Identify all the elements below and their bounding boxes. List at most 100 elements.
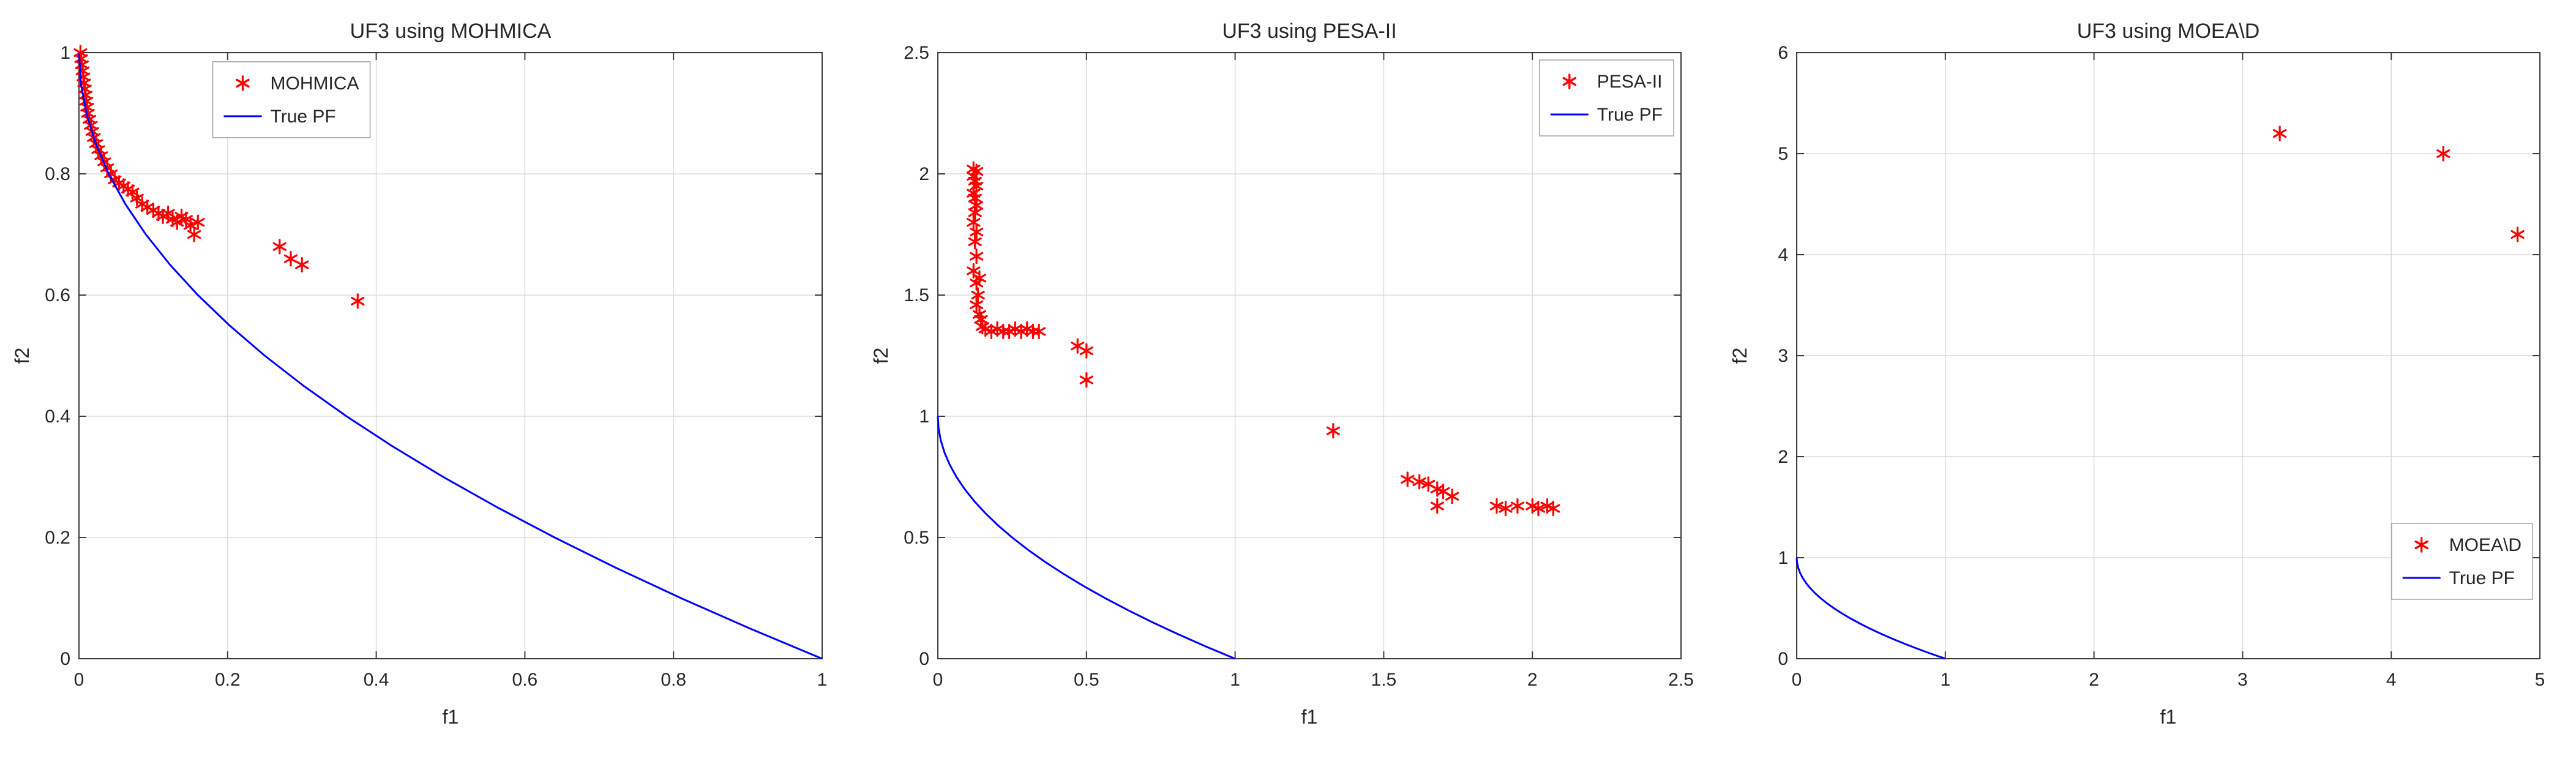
asterisk-marker [1562,73,1576,89]
x-tick-label: 1 [1230,670,1240,690]
x-axis-label: f1 [1301,706,1318,728]
plot-title: UF3 using MOHMICA [350,20,552,43]
y-tick-label: 2.5 [904,43,929,63]
chart-uf3-mohmica: 0 0.2 0.4 0.6 0.8 1 0 0.2 0.4 0.6 0.8 1 UF3 using MO… [0,0,858,764]
x-tick-label: 1.5 [1371,670,1397,690]
asterisk-marker [1436,484,1450,500]
y-tick-label: 0.5 [904,528,929,548]
asterisk-marker [1071,338,1085,354]
x-tick-label: 0 [933,670,943,690]
y-tick-label: 0.8 [45,164,70,184]
gridlines [937,52,1682,659]
chart-uf3-pesa-ii: 0 0.5 1 1.5 2 2.5 0 0.5 1 1.5 2 2.5 UF3 using PESA-I… [859,0,1717,764]
y-tick-label: 1.5 [904,285,929,305]
asterisk-marker [970,275,984,291]
y-tick-label: 3 [1778,346,1788,366]
x-tick-label: 4 [2386,670,2397,690]
asterisk-marker [1412,474,1426,490]
x-tick-label: 0.6 [512,670,538,690]
tick-marks [937,52,1682,659]
asterisk-marker [968,204,982,220]
asterisk-marker [968,234,982,250]
y-tick-label: 1 [60,43,70,63]
x-tick-label: 0.5 [1074,670,1099,690]
legend: PESA-II True PF [1538,59,1674,137]
asterisk-marker [2414,537,2428,553]
x-tick-label: 0.4 [364,670,389,690]
legend-label: True PF [271,107,336,127]
asterisk-marker [1546,500,1560,517]
y-axis-label: f2 [870,348,892,364]
legend-label: True PF [1597,105,1663,125]
x-tick-label: 2 [1527,670,1538,690]
asterisk-marker [1430,498,1444,514]
asterisk-marker [130,190,144,206]
tick-marks [1796,52,2540,659]
asterisk-marker [970,297,984,313]
asterisk-marker [1401,471,1415,487]
y-tick-label: 0 [919,649,929,669]
asterisk-marker [970,224,984,240]
series-pesa-ii [967,161,1560,517]
y-tick-label: 0.2 [45,528,70,548]
asterisk-marker [1326,423,1340,439]
legend-box [212,61,371,138]
y-axis-label: f2 [11,348,33,364]
legend: MOEA\D True PF [2391,523,2533,600]
legend-label: MOHMICA [271,73,359,94]
asterisk-marker [1032,323,1046,340]
legend-label: MOEA\D [2449,535,2522,555]
asterisk-marker [1079,343,1093,359]
legend: MOHMICA True PF [212,61,371,138]
series-true-pf [78,52,823,660]
y-tick-label: 5 [1778,144,1788,164]
x-tick-label: 1 [817,670,828,690]
asterisk-marker [1499,500,1513,517]
legend-label: PESA-II [1597,72,1663,92]
y-axis-label: f2 [1729,348,1751,364]
x-axis-label: f1 [2160,706,2177,728]
asterisk-marker [1445,489,1459,504]
x-tick-label: 0.8 [661,670,686,690]
asterisk-marker [2510,227,2525,242]
legend-box [1538,59,1674,137]
x-tick-label: 2.5 [1668,670,1694,690]
y-tick-label: 0 [1778,649,1788,669]
x-axis-label: f1 [443,706,459,728]
y-tick-label: 4 [1778,245,1788,265]
asterisk-marker [1079,372,1093,388]
x-tick-label: 0 [74,670,84,690]
asterisk-marker [1489,498,1504,514]
asterisk-marker [970,197,984,214]
y-tick-label: 0.6 [45,285,70,305]
asterisk-marker [970,249,984,264]
asterisk-marker [2272,125,2287,141]
asterisk-marker [283,251,298,267]
asterisk-marker [351,293,365,309]
gridlines [78,52,823,659]
axes-box [78,52,823,659]
y-tick-label: 0 [60,649,70,669]
chart-uf3-moead: 0 1 2 3 4 5 0 1 2 3 4 5 6 UF3 using MOEA\D f1 f2 MOEA\D T… [1718,0,2576,764]
legend-box [2391,523,2533,600]
x-tick-label: 2 [2089,670,2099,690]
plot-title: UF3 using PESA-II [1222,20,1396,43]
y-tick-label: 1 [1778,548,1788,568]
x-tick-label: 0.2 [215,670,241,690]
tick-marks [78,52,823,659]
y-tick-label: 2 [919,164,929,184]
asterisk-marker [967,214,981,230]
asterisk-marker [272,239,286,255]
chart-svg: 0 0.5 1 1.5 2 2.5 0 0.5 1 1.5 2 2.5 UF3 using PESA-I… [870,20,1694,728]
chart-svg: 0 0.2 0.4 0.6 0.8 1 0 0.2 0.4 0.6 0.8 1 UF3 using MO… [11,20,828,728]
x-tick-label: 1 [1940,670,1950,690]
chart-svg: 0 1 2 3 4 5 0 1 2 3 4 5 6 UF3 using MOEA\D f1 f2 MOEA\D T… [1729,20,2545,728]
y-tick-label: 0.4 [45,406,70,427]
y-tick-label: 1 [919,406,929,427]
asterisk-marker [971,287,985,303]
series-true-pf [937,416,1236,660]
asterisk-marker [2436,146,2451,162]
series-true-pf [1795,557,1946,660]
asterisk-marker [1531,500,1546,517]
